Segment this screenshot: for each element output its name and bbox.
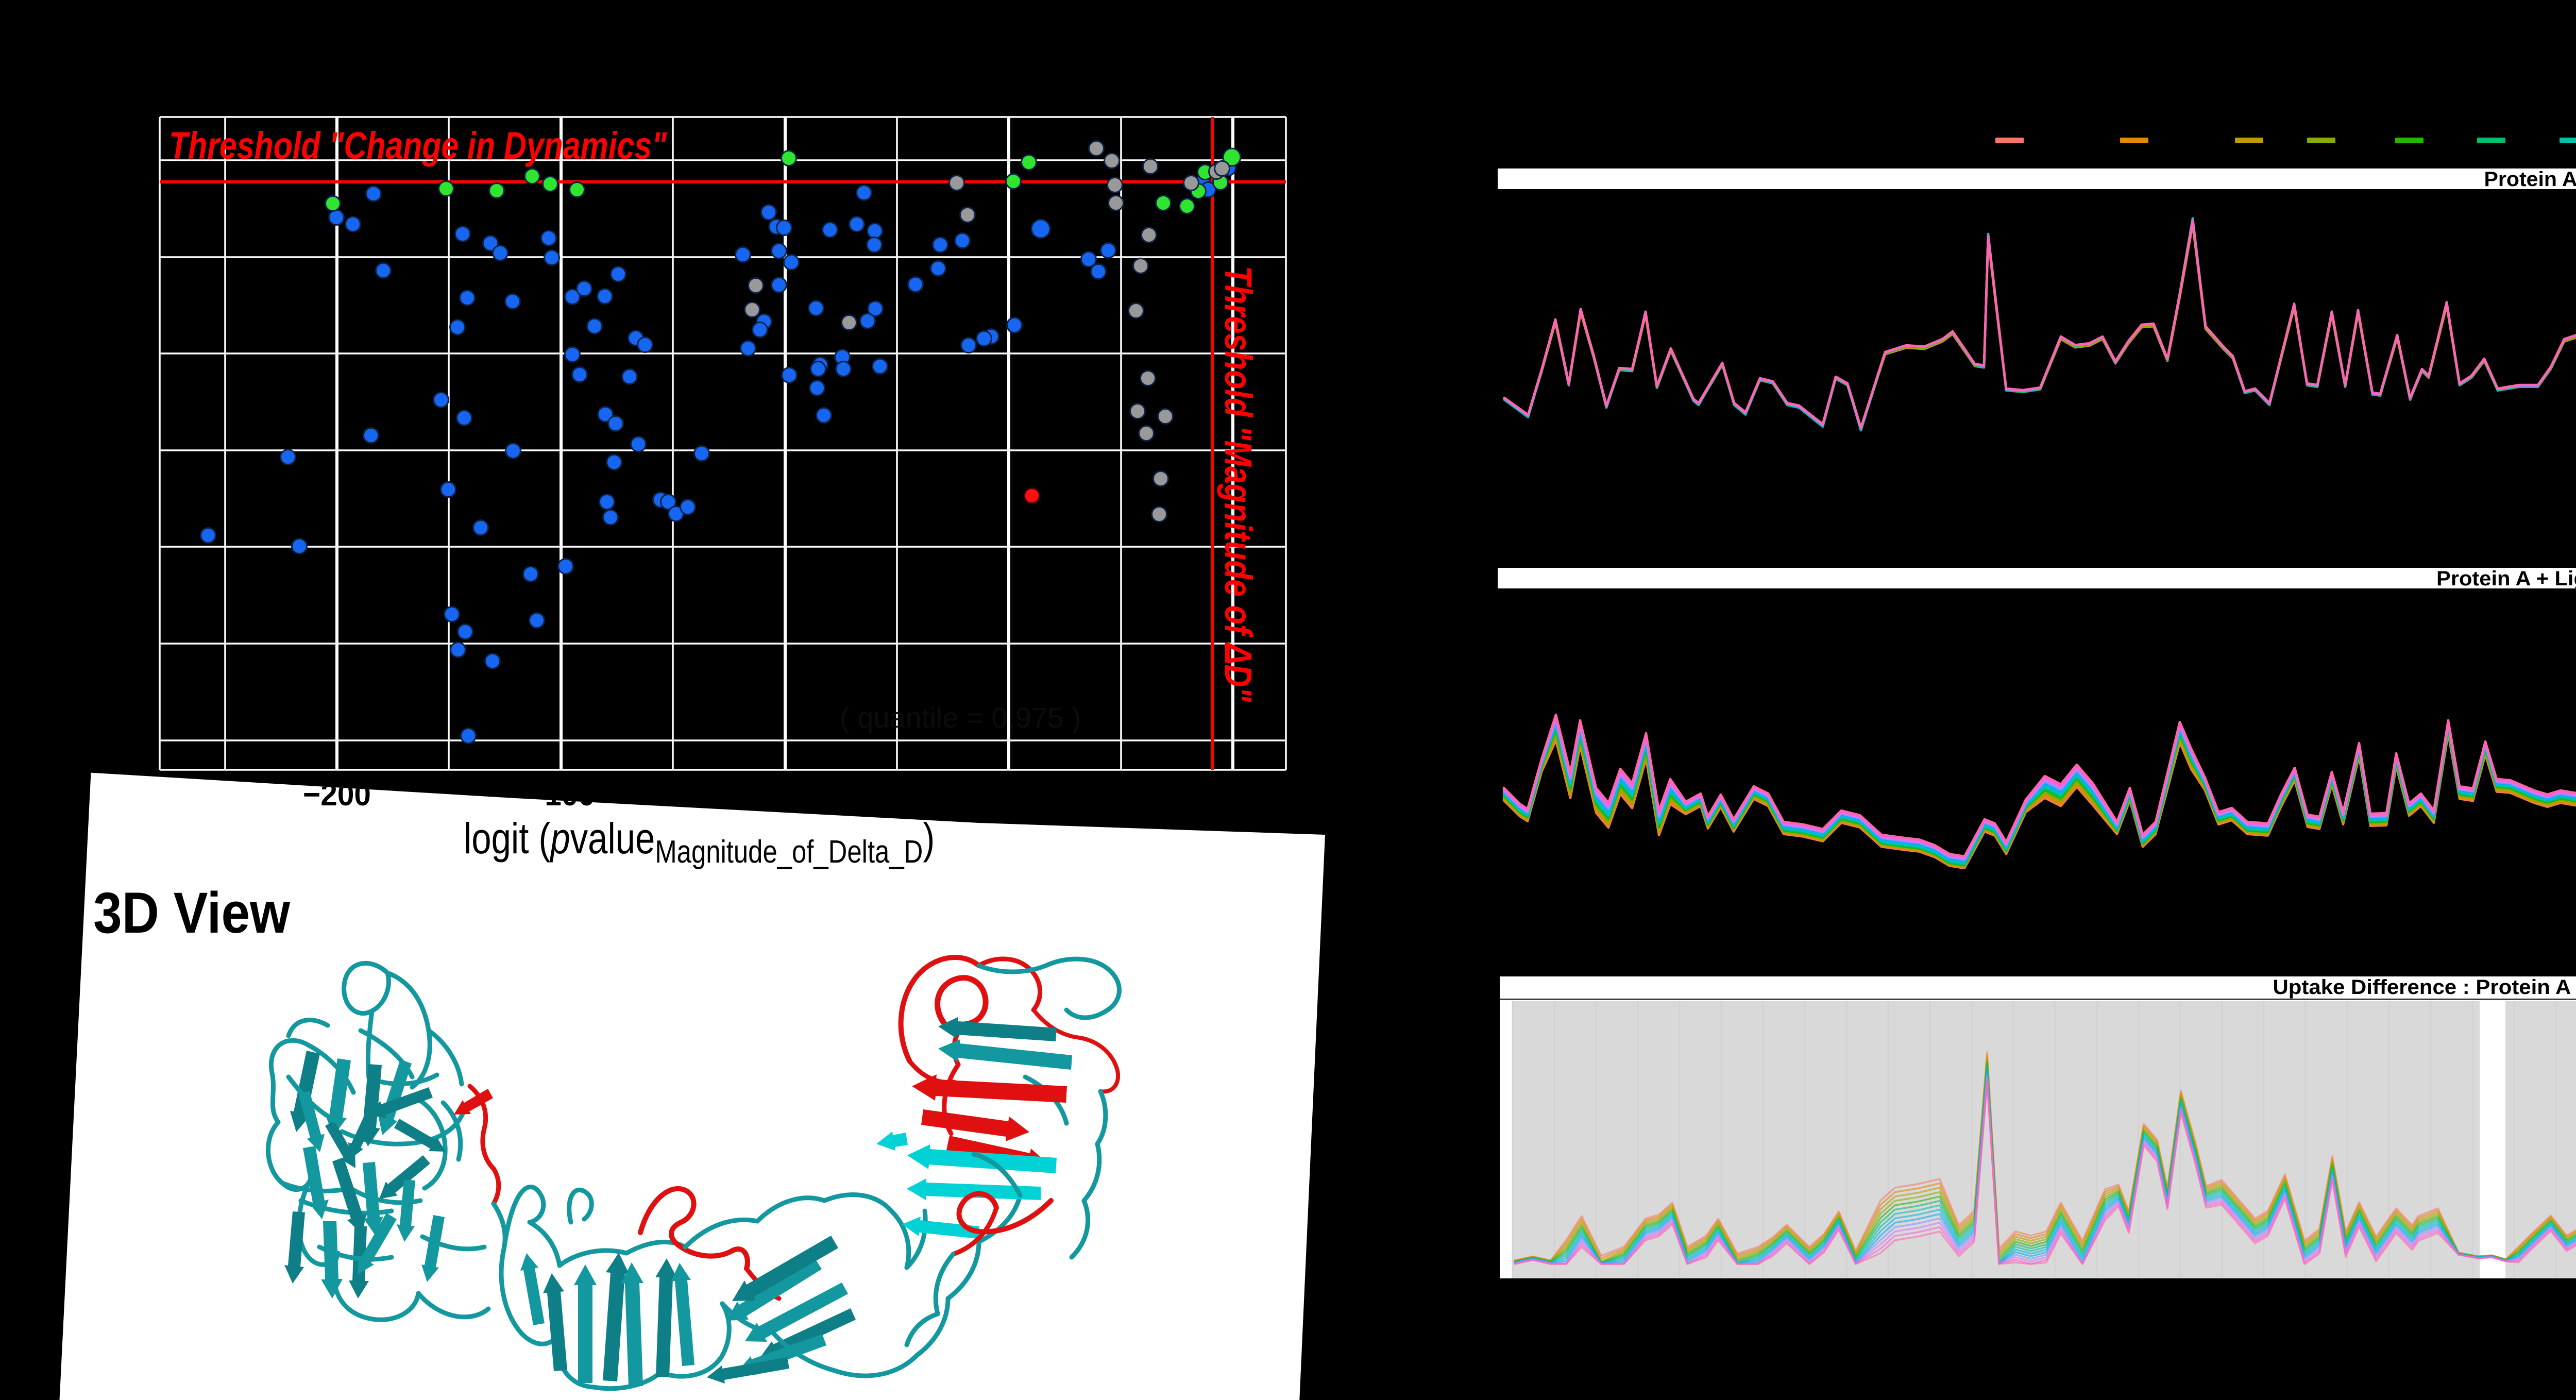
svg-text:Threshold "Magnitude of ΔD": Threshold "Magnitude of ΔD": [1217, 266, 1260, 702]
svg-text:Uptake Difference : Protein A: Uptake Difference : Protein A - (Protein…: [2273, 976, 2576, 999]
svg-text:Threshold "Change in Dynamics": Threshold "Change in Dynamics": [169, 124, 667, 167]
svg-text:Protein A: Protein A: [2484, 168, 2576, 191]
svg-text:( quantile = 0.975 ): ( quantile = 0.975 ): [840, 701, 1081, 734]
svg-text:3D View: 3D View: [93, 881, 291, 945]
svg-text:Protein A + Ligand: Protein A + Ligand: [2436, 567, 2576, 590]
